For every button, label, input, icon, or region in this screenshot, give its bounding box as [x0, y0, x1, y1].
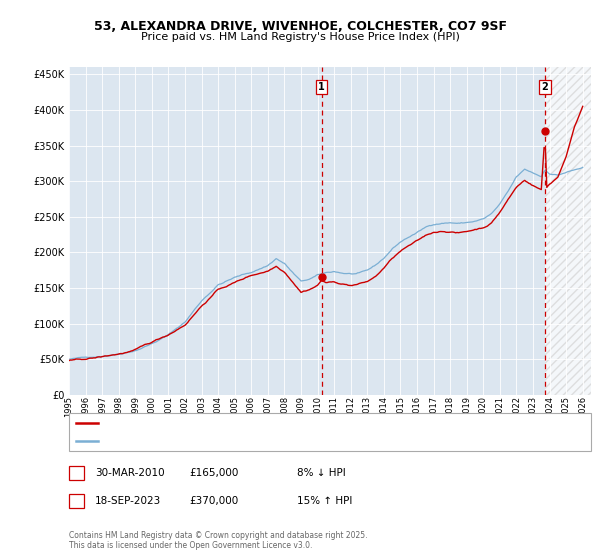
Text: 15% ↑ HPI: 15% ↑ HPI — [297, 496, 352, 506]
Text: Price paid vs. HM Land Registry's House Price Index (HPI): Price paid vs. HM Land Registry's House … — [140, 32, 460, 42]
Text: Contains HM Land Registry data © Crown copyright and database right 2025.
This d: Contains HM Land Registry data © Crown c… — [69, 530, 367, 550]
Text: 2: 2 — [73, 496, 80, 506]
Text: 1: 1 — [73, 468, 80, 478]
Text: 30-MAR-2010: 30-MAR-2010 — [95, 468, 164, 478]
Text: 1: 1 — [318, 82, 325, 92]
Text: 18-SEP-2023: 18-SEP-2023 — [95, 496, 161, 506]
Text: 8% ↓ HPI: 8% ↓ HPI — [297, 468, 346, 478]
Text: 53, ALEXANDRA DRIVE, WIVENHOE, COLCHESTER, CO7 9SF: 53, ALEXANDRA DRIVE, WIVENHOE, COLCHESTE… — [94, 20, 506, 32]
Text: 53, ALEXANDRA DRIVE, WIVENHOE, COLCHESTER, CO7 9SF (semi-detached house): 53, ALEXANDRA DRIVE, WIVENHOE, COLCHESTE… — [103, 418, 467, 427]
Text: HPI: Average price, semi-detached house, Colchester: HPI: Average price, semi-detached house,… — [103, 436, 335, 445]
Text: £165,000: £165,000 — [189, 468, 238, 478]
Bar — [69, 67, 545, 395]
Text: £370,000: £370,000 — [189, 496, 238, 506]
Text: 2: 2 — [542, 82, 548, 92]
